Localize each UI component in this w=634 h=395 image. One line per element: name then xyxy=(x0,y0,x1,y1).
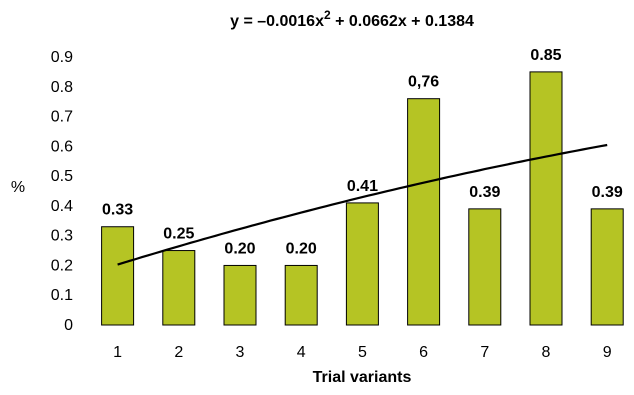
data-label: 0.33 xyxy=(102,202,133,219)
x-tick-label: 9 xyxy=(603,344,612,361)
y-tick-label: 0 xyxy=(64,317,73,334)
data-label: 0.39 xyxy=(592,184,623,201)
data-label: 0.41 xyxy=(347,178,378,195)
x-tick-label: 8 xyxy=(542,344,551,361)
bar xyxy=(590,208,624,326)
y-tick-label: 0.5 xyxy=(51,168,73,185)
data-label: 0.39 xyxy=(469,184,500,201)
chart-title-exponent: 2 xyxy=(324,8,331,22)
bar xyxy=(407,98,441,326)
y-axis-title: % xyxy=(11,179,25,196)
y-tick-label: 0.9 xyxy=(51,49,73,66)
data-label: 0.85 xyxy=(530,47,561,64)
x-tick-label: 3 xyxy=(236,344,245,361)
x-axis-title: Trial variants xyxy=(313,369,412,386)
data-labels: 0.33 0.25 0.20 0.20 0.41 0,76 0.39 0.85 0.39 xyxy=(102,47,623,258)
y-tick-label: 0.8 xyxy=(51,79,73,96)
bar xyxy=(284,264,318,326)
y-tick-label: 0.6 xyxy=(51,138,73,155)
data-label: 0.20 xyxy=(224,240,255,257)
data-label: 0.20 xyxy=(286,240,317,257)
x-tick-label: 1 xyxy=(113,344,122,361)
bar xyxy=(345,202,379,326)
y-tick-label: 0.3 xyxy=(51,228,73,245)
chart-title-main: y = –0.0016x xyxy=(230,13,324,30)
chart-title: y = –0.0016x2 + 0.0662x + 0.1384 xyxy=(230,8,474,30)
bar-series xyxy=(101,71,624,326)
bar xyxy=(223,264,257,326)
trendline xyxy=(117,143,608,266)
bar xyxy=(162,250,196,326)
y-tick-label: 0.7 xyxy=(51,109,73,126)
data-label: 0,76 xyxy=(408,74,439,91)
x-tick-label: 7 xyxy=(480,344,489,361)
x-tick-label: 2 xyxy=(174,344,183,361)
x-tick-label: 5 xyxy=(358,344,367,361)
y-tick-label: 0.1 xyxy=(51,287,73,304)
bar xyxy=(529,71,563,326)
x-tick-label: 6 xyxy=(419,344,428,361)
chart-title-rest: + 0.0662x + 0.1384 xyxy=(331,13,474,30)
bar xyxy=(101,226,135,326)
x-axis-ticks: 1 2 3 4 5 6 7 8 9 xyxy=(113,344,612,361)
y-tick-label: 0.2 xyxy=(51,257,73,274)
data-label: 0.25 xyxy=(163,226,194,243)
y-axis-ticks: 0 0.1 0.2 0.3 0.4 0.5 0.6 0.7 0.8 0.9 xyxy=(51,49,73,334)
y-tick-label: 0.4 xyxy=(51,198,73,215)
x-tick-label: 4 xyxy=(297,344,306,361)
bar xyxy=(468,208,502,326)
